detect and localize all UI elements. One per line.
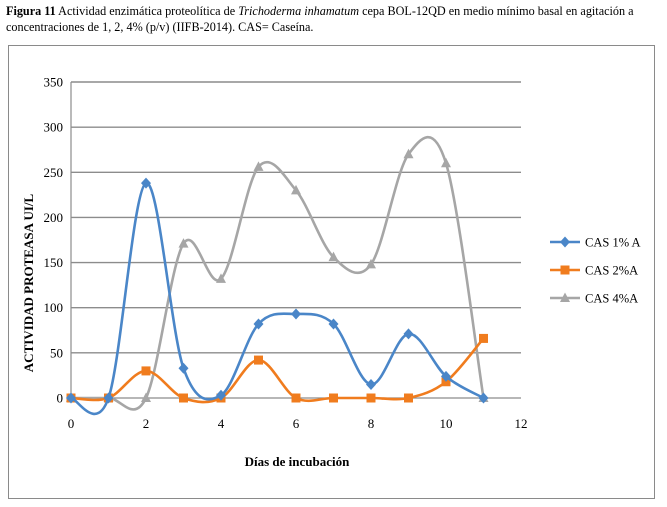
data-point xyxy=(254,355,263,365)
legend-swatch-marker xyxy=(560,292,570,302)
y-tick-label: 300 xyxy=(44,120,64,135)
axes: 0 50 100 150 200 250 300 350 0 2 4 6 8 10 12 xyxy=(44,75,528,432)
y-tick-label: 100 xyxy=(44,300,64,315)
series-3 xyxy=(66,135,489,411)
y-tick-label: 200 xyxy=(44,210,64,225)
data-point xyxy=(216,389,226,401)
series-layer xyxy=(66,135,489,416)
data-point xyxy=(478,392,489,404)
figure-caption: Figura 11 Actividad enzimática proteolít… xyxy=(6,3,658,35)
data-point xyxy=(366,378,376,390)
data-point xyxy=(178,238,189,248)
data-point xyxy=(404,393,413,403)
data-point xyxy=(66,392,76,404)
data-point xyxy=(291,308,301,320)
x-tick-label: 8 xyxy=(368,416,375,431)
data-point xyxy=(329,393,338,403)
legend-item: CAS 2%A xyxy=(550,264,638,278)
legend-swatch-marker xyxy=(560,236,570,248)
legend-label: CAS 4%A xyxy=(585,292,638,306)
data-point xyxy=(403,148,414,159)
data-point xyxy=(479,333,488,343)
series-line xyxy=(70,135,485,411)
data-point xyxy=(291,393,301,403)
data-point xyxy=(179,393,188,403)
species-name: Trichoderma inhamatum xyxy=(238,4,360,18)
data-point xyxy=(366,258,376,269)
figure-label: Figura 11 xyxy=(6,4,56,18)
series-line xyxy=(70,337,485,404)
data-point xyxy=(403,328,414,340)
x-tick-label: 12 xyxy=(515,416,528,431)
legend-item: CAS 1% A xyxy=(550,236,641,250)
x-axis-label: Días de incubación xyxy=(245,454,351,469)
x-tick-label: 4 xyxy=(218,416,225,431)
data-point xyxy=(141,366,151,376)
series-2 xyxy=(66,333,488,404)
x-tick-label: 6 xyxy=(293,416,300,431)
data-point xyxy=(253,161,264,171)
data-point xyxy=(291,184,301,195)
data-point xyxy=(328,318,339,330)
data-point xyxy=(103,392,114,404)
y-tick-label: 50 xyxy=(50,345,63,360)
x-tick-label: 0 xyxy=(68,416,75,431)
legend-swatch-marker xyxy=(560,265,570,275)
series-1 xyxy=(66,177,489,416)
data-point xyxy=(441,370,451,382)
data-point xyxy=(216,273,226,283)
y-tick-label: 0 xyxy=(57,391,64,406)
x-tick-label: 10 xyxy=(440,416,453,431)
legend-label: CAS 1% A xyxy=(585,236,641,250)
data-point xyxy=(441,157,451,168)
y-axis-label: ACTIVIDAD PROTEASA UI/L xyxy=(21,193,36,372)
legend: CAS 1% A CAS 2%A CAS 4%A xyxy=(550,236,641,306)
data-point xyxy=(141,177,151,189)
data-point xyxy=(366,393,376,403)
data-point xyxy=(328,251,339,262)
gridlines xyxy=(71,81,521,354)
caption-text-after: cepa BOL-12QD en medio mínimo basal en a… xyxy=(6,4,634,34)
data-point xyxy=(141,392,151,402)
legend-label: CAS 2%A xyxy=(585,264,638,278)
caption-text-before: Actividad enzimática proteolítica de xyxy=(55,4,239,18)
y-tick-label: 250 xyxy=(44,165,64,180)
y-tick-label: 150 xyxy=(44,255,64,270)
x-tick-label: 2 xyxy=(143,416,150,431)
data-point xyxy=(178,362,189,374)
y-tick-label: 350 xyxy=(44,75,64,90)
data-point xyxy=(253,318,264,330)
legend-item: CAS 4%A xyxy=(550,292,638,306)
